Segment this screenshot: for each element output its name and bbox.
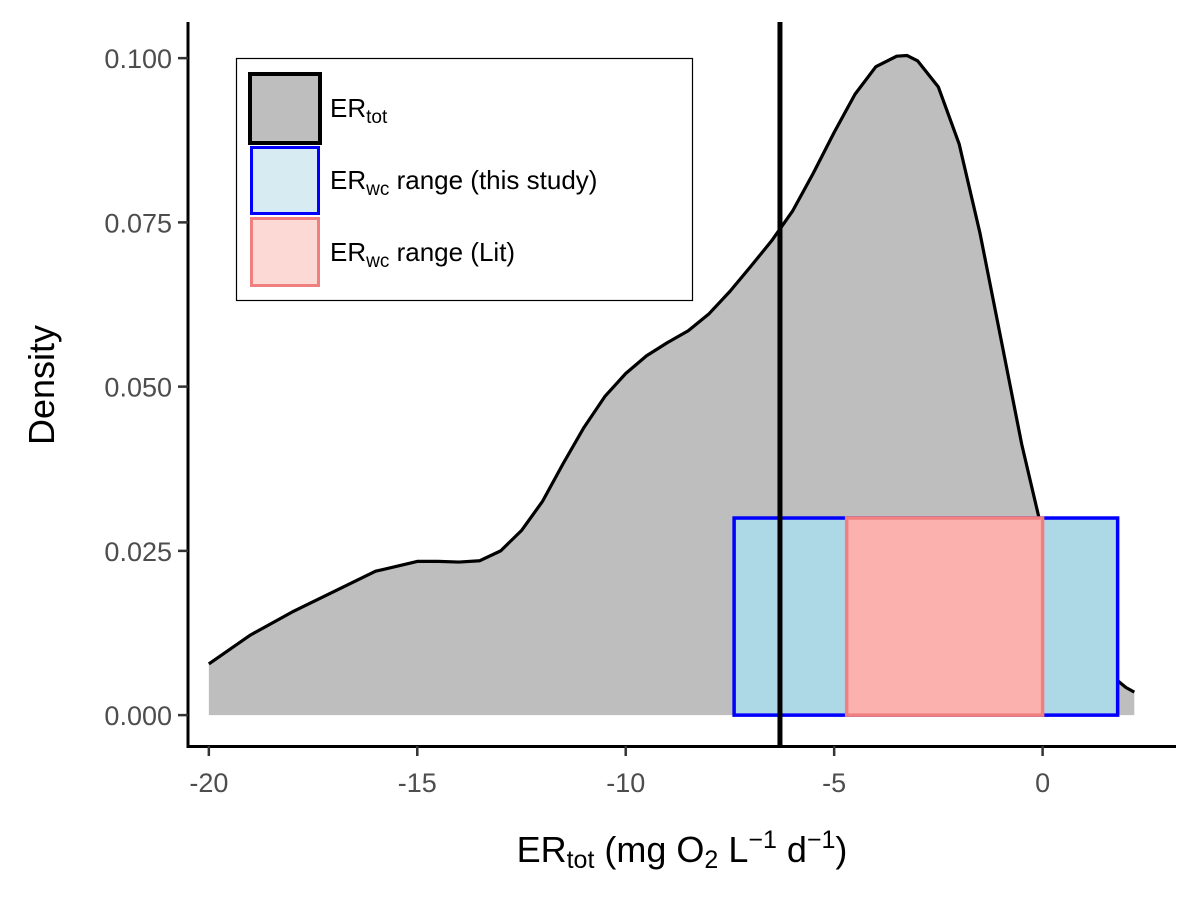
x-axis-title-o2-sub: 2 (704, 846, 718, 874)
x-axis-title-close: ) (835, 829, 847, 870)
legend-swatch-ertot (248, 72, 322, 145)
legend-label-erwc-study: ERwc range (this study) (330, 165, 597, 200)
density-curve (207, 53, 1136, 694)
x-axis-title-d: d (777, 829, 807, 870)
y-tick-label: 0.100 (104, 44, 172, 74)
x-axis-title: ERtot (mg O2 L−1 d−1) (517, 826, 848, 874)
x-axis-title-l: L (718, 829, 748, 870)
legend-swatch-erwc-lit (250, 217, 320, 287)
range-rect-lit (844, 516, 1045, 717)
x-axis-title-unit: (mg O (594, 829, 704, 870)
x-axis-title-main: ER (517, 829, 567, 870)
x-tick-label: -15 (398, 768, 437, 798)
y-tick-label: 0.000 (104, 701, 172, 731)
x-tick-label: -10 (606, 768, 645, 798)
legend-label-ertot: ERtot (330, 93, 388, 128)
x-axis-title-sub: tot (567, 846, 595, 874)
y-tick-label: 0.050 (104, 373, 172, 403)
x-axis-title-l-sup: −1 (748, 826, 777, 854)
ticks: -20 -15 -10 -5 0 0.000 0.025 0.050 0.075 0.100 (104, 44, 1050, 798)
y-axis-title: Density (21, 325, 62, 445)
legend-swatch-erwc-study (250, 146, 320, 215)
x-axis-title-d-sup: −1 (807, 826, 836, 854)
x-tick-label: -5 (822, 768, 846, 798)
x-tick-label: 0 (1035, 768, 1050, 798)
y-tick-label: 0.075 (104, 208, 172, 238)
x-tick-label: -20 (189, 768, 228, 798)
axes (186, 22, 1176, 748)
legend: ERtot ERwc range (this study) ERwc range… (235, 57, 694, 302)
plot-marks (207, 22, 1136, 746)
y-tick-label: 0.025 (104, 537, 172, 567)
legend-label-erwc-lit: ERwc range (Lit) (330, 237, 515, 272)
